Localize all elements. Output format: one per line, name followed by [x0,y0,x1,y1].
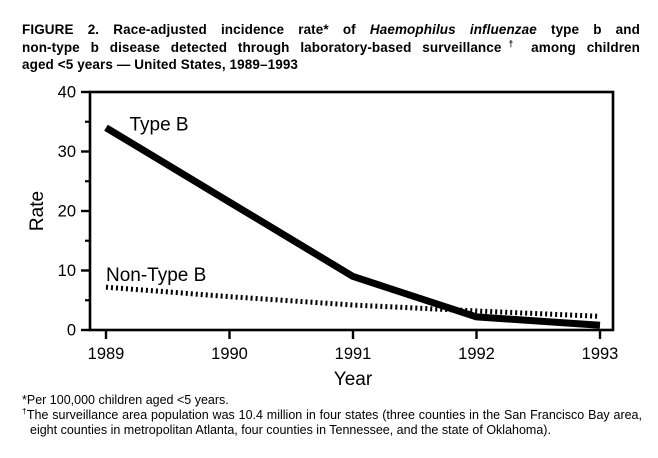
x-axis-tick-label: 1989 [88,345,125,363]
line-chart-svg: 0 10 20 30 40 1989 1990 1991 1992 1993 Year Rate Typ… [27,84,619,391]
title-text: aged <5 years — United States, 1989–1993 [22,57,299,72]
series-line-type-b [104,124,601,329]
dagger-symbol: † [22,406,27,416]
footnote-text: Per 100,000 children aged <5 years. [26,393,229,407]
title-text: non-type b disease detected through labo… [22,39,502,55]
figure-title: FIGURE 2. Race-adjusted incidence rate* … [22,21,640,74]
y-axis-title: Rate [27,191,48,231]
title-text: among children [520,39,640,55]
x-axis-tick-label: 1990 [211,345,248,363]
x-axis-tick-label: 1993 [582,345,619,363]
asterisk-symbol: * [22,393,27,407]
figure-title-line-1: FIGURE 2. Race-adjusted incidence rate* … [22,21,640,39]
figure-title-line-2: non-type b disease detected through labo… [22,39,640,57]
footnote-asterisk: *Per 100,000 children aged <5 years. [22,393,642,408]
x-axis-title: Year [334,369,373,390]
title-text: FIGURE 2. Race-adjusted incidence rate* … [22,22,370,37]
dagger-symbol: † [501,38,521,48]
title-text: type b and [536,22,640,37]
y-axis-tick-label: 10 [58,262,76,280]
series-label-type-b: Type B [129,115,188,136]
footnote-text: The surveillance area population was 10.… [26,408,642,437]
series-line-non-type-b [105,284,601,319]
footnotes: *Per 100,000 children aged <5 years. †Th… [22,393,642,438]
chart: 0 10 20 30 40 1989 1990 1991 1992 1993 Year Rate Typ… [0,84,658,393]
title-italic-species: Haemophilus influenzae [369,22,537,37]
y-axis-tick-label: 20 [58,203,76,221]
footnote-dagger: †The surveillance area population was 10… [22,406,642,438]
x-axis-tick-label: 1992 [458,345,495,363]
figure-title-line-3: aged <5 years — United States, 1989–1993 [22,56,640,74]
y-axis-tick-label: 30 [58,143,76,161]
y-axis-tick-label: 40 [58,85,76,102]
x-axis-tick-label: 1991 [335,345,372,363]
y-axis-tick-label: 0 [67,322,76,340]
series-label-non-type-b: Non-Type B [106,265,206,286]
